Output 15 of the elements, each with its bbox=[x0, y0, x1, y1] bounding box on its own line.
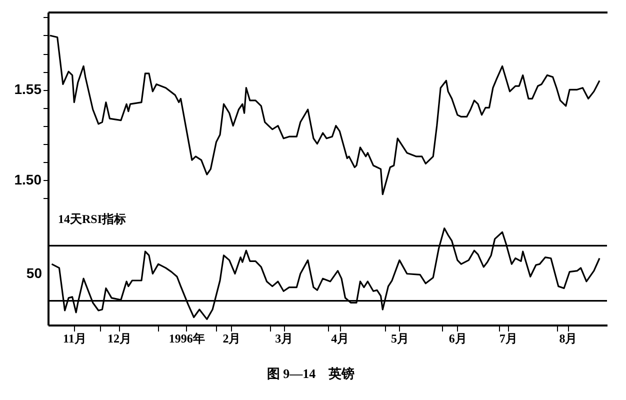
x-tick-label: 8月 bbox=[559, 332, 578, 346]
x-tick-label: 11月 bbox=[63, 332, 86, 346]
text: 14天RSI指标 bbox=[58, 212, 126, 226]
y-tick-label: 1.50 bbox=[14, 171, 42, 188]
x-tick-label: 3月 bbox=[275, 332, 294, 346]
y-tick-label: 1.55 bbox=[14, 81, 42, 98]
x-tick-label: 5月 bbox=[390, 332, 409, 346]
x-tick-label: 1996年 bbox=[168, 332, 205, 346]
x-tick-label: 7月 bbox=[499, 332, 518, 346]
caption: 图 9—14 英镑 bbox=[266, 366, 355, 381]
x-tick-label: 6月 bbox=[448, 332, 467, 346]
text: 50 bbox=[26, 265, 42, 281]
x-tick-label: 12月 bbox=[108, 332, 132, 346]
x-tick-label: 2月 bbox=[222, 332, 241, 346]
x-tick-label: 4月 bbox=[331, 332, 350, 346]
